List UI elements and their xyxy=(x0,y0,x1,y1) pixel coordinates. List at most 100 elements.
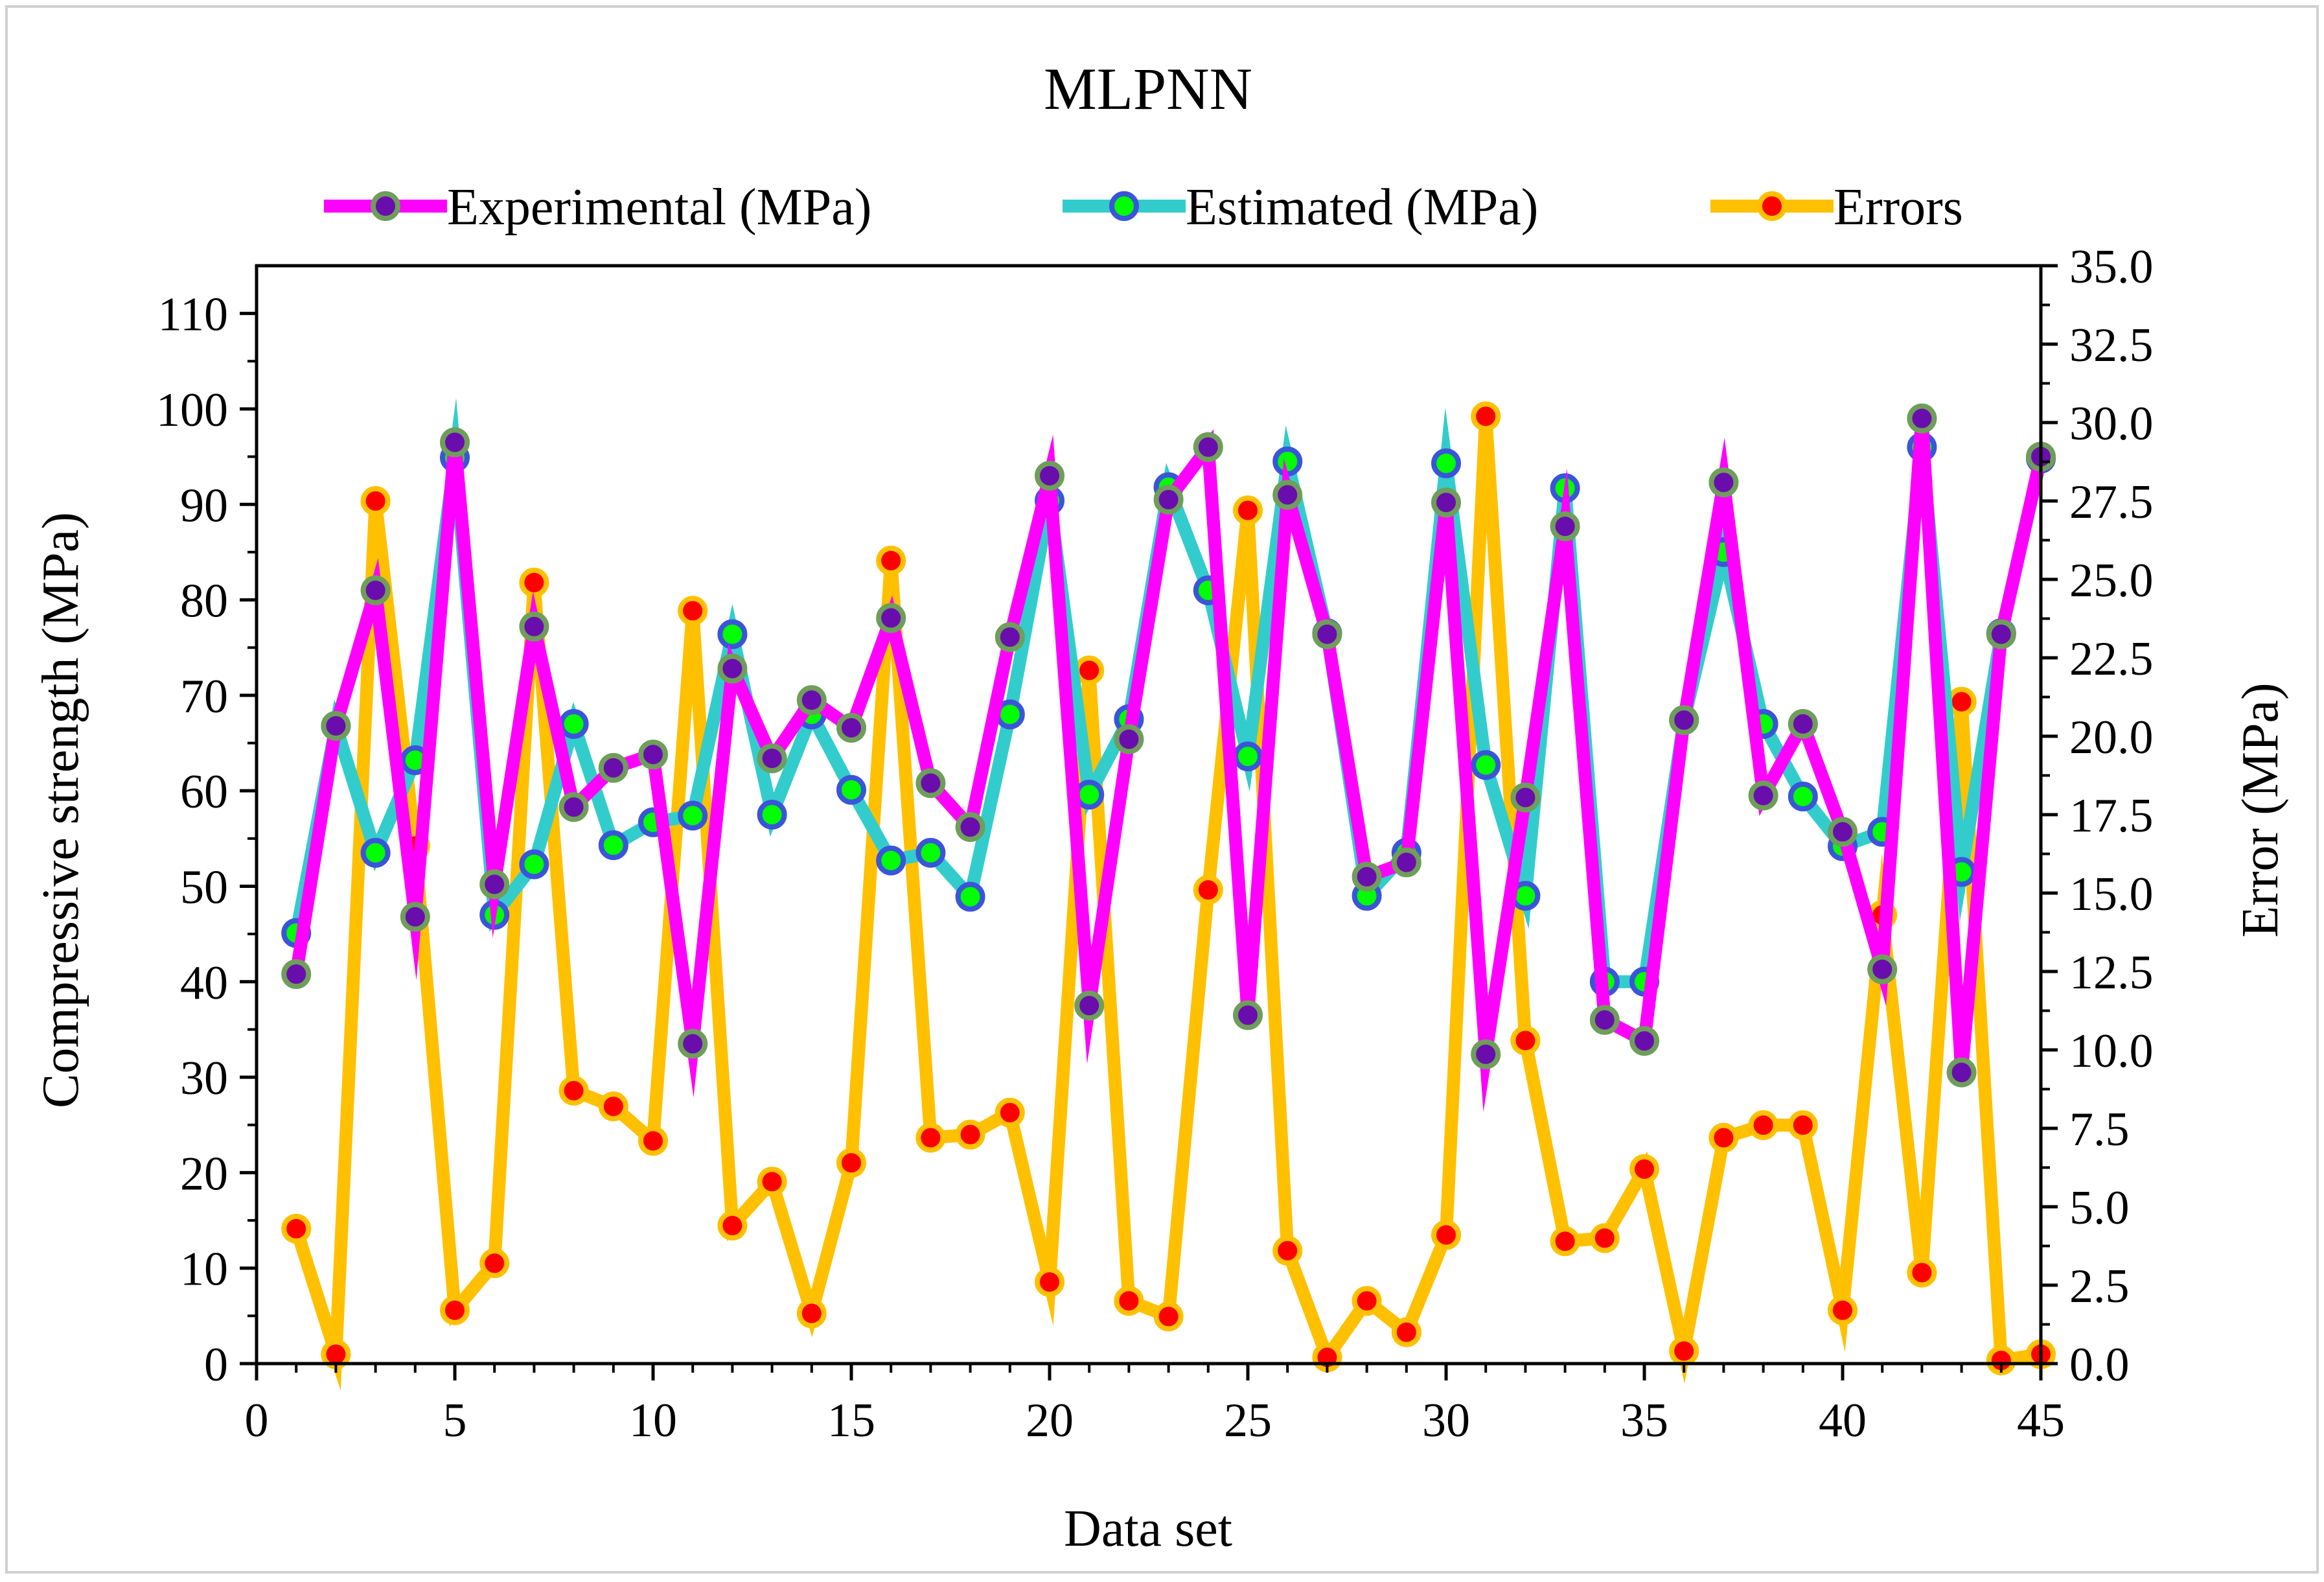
data-point-errors xyxy=(678,596,708,626)
data-point-experimental-mpa xyxy=(1550,511,1580,542)
data-point-estimated-mpa xyxy=(519,849,549,879)
data-point-experimental-mpa xyxy=(1471,1039,1501,1069)
legend-item-errors: Errors xyxy=(1710,179,1963,236)
chart-frame xyxy=(5,5,2319,1574)
data-point-errors xyxy=(1391,1317,1421,1347)
legend-label: Experimental (MPa) xyxy=(447,179,871,236)
data-point-experimental-mpa xyxy=(1907,403,1937,434)
y-right-tick-label: 32.5 xyxy=(2069,319,2154,372)
y-right-tick-label: 35.0 xyxy=(2069,240,2154,294)
y-axis-right-title: Error (MPa) xyxy=(2232,682,2289,937)
y-right-tick-label: 25.0 xyxy=(2069,554,2154,607)
data-point-errors xyxy=(876,545,906,576)
legend-item-estimated-mpa: Estimated (MPa) xyxy=(1063,179,1538,236)
data-point-errors xyxy=(479,1248,510,1279)
chart-title: MLPNN xyxy=(1044,56,1252,122)
y-tick-label: 110 xyxy=(158,288,228,342)
data-point-experimental-mpa xyxy=(955,812,985,843)
y-tick-label: 60 xyxy=(180,765,228,819)
data-point-errors xyxy=(1589,1223,1620,1253)
data-point-errors xyxy=(1035,1267,1064,1297)
x-tick-label: 20 xyxy=(1026,1394,1074,1447)
data-point-errors xyxy=(796,1298,827,1329)
data-point-experimental-mpa xyxy=(1074,990,1105,1021)
data-point-experimental-mpa xyxy=(519,611,549,642)
data-point-estimated-mpa xyxy=(678,800,708,831)
y-tick-label: 40 xyxy=(180,957,228,1010)
y-right-tick-label: 27.5 xyxy=(2069,476,2154,529)
y-tick-label: 50 xyxy=(180,861,228,914)
data-point-experimental-mpa xyxy=(757,743,787,774)
data-point-errors xyxy=(638,1126,668,1156)
data-point-errors xyxy=(1153,1301,1184,1332)
data-point-errors xyxy=(1708,1123,1739,1153)
data-point-estimated-mpa xyxy=(598,830,628,861)
legend-item-experimental-mpa: Experimental (MPa) xyxy=(324,179,871,236)
data-point-experimental-mpa xyxy=(638,739,668,770)
data-point-errors xyxy=(519,567,549,598)
data-point-experimental-mpa xyxy=(1153,484,1184,515)
data-point-experimental-mpa xyxy=(1510,782,1541,813)
data-point-experimental-mpa xyxy=(1272,480,1303,510)
data-point-estimated-mpa xyxy=(360,837,391,868)
data-point-estimated-mpa xyxy=(1272,446,1303,476)
y-right-tick-label: 30.0 xyxy=(2069,397,2154,450)
y-tick-label: 70 xyxy=(180,670,228,723)
y-tick-label: 0 xyxy=(204,1338,228,1391)
axes-layer: 0 5 10 15 20 25 30 35 40 45 0 10 20 30 40 50 60 70 80 90 100… xyxy=(156,240,2154,1447)
data-point-experimental-mpa xyxy=(479,869,510,900)
data-point-errors xyxy=(1669,1336,1699,1366)
data-point-estimated-mpa xyxy=(717,619,748,649)
data-point-experimental-mpa xyxy=(836,712,866,743)
data-point-errors xyxy=(1550,1226,1580,1257)
data-point-experimental-mpa xyxy=(915,768,946,798)
data-point-experimental-mpa xyxy=(796,685,827,715)
data-point-errors xyxy=(1629,1154,1659,1184)
data-point-errors xyxy=(1986,1345,2016,1376)
y-right-tick-label: 0.0 xyxy=(2069,1338,2130,1391)
data-point-estimated-mpa xyxy=(1431,448,1461,478)
y-right-tick-label: 10.0 xyxy=(2069,1025,2154,1078)
y-right-tick-label: 20.0 xyxy=(2069,711,2154,764)
data-point-errors xyxy=(836,1148,866,1178)
y-right-tick-label: 17.5 xyxy=(2069,789,2154,843)
data-point-experimental-mpa xyxy=(440,427,470,458)
data-point-experimental-mpa xyxy=(1035,461,1064,491)
data-point-estimated-mpa xyxy=(915,837,946,868)
data-point-experimental-mpa xyxy=(1748,780,1778,811)
series-experimental-mpa xyxy=(281,403,2056,1112)
y-right-tick-label: 22.5 xyxy=(2069,633,2154,686)
data-point-experimental-mpa xyxy=(1946,1057,1977,1088)
y-right-tick-label: 15.0 xyxy=(2069,868,2154,921)
data-point-experimental-mpa xyxy=(400,902,430,932)
data-point-experimental-mpa xyxy=(1629,1026,1659,1056)
data-point-errors xyxy=(1352,1286,1382,1316)
data-point-errors xyxy=(1431,1220,1461,1250)
data-point-estimated-mpa xyxy=(558,709,589,739)
data-point-estimated-mpa xyxy=(757,800,787,830)
data-point-errors xyxy=(1907,1257,1937,1288)
data-point-errors xyxy=(1748,1110,1778,1141)
data-point-errors xyxy=(915,1123,946,1153)
data-point-experimental-mpa xyxy=(1708,467,1739,498)
series-errors xyxy=(281,401,2056,1391)
data-point-experimental-mpa xyxy=(1589,1005,1620,1035)
data-point-estimated-mpa xyxy=(1788,782,1818,812)
data-point-errors xyxy=(1510,1025,1541,1056)
legend-swatch-marker xyxy=(1109,191,1139,221)
x-tick-label: 35 xyxy=(1620,1394,1668,1447)
data-point-estimated-mpa xyxy=(836,774,866,805)
legend-swatch-marker xyxy=(371,191,400,221)
data-point-experimental-mpa xyxy=(1431,487,1461,518)
data-point-experimental-mpa xyxy=(1193,432,1223,462)
data-point-experimental-mpa xyxy=(360,575,391,605)
y-tick-label: 90 xyxy=(180,479,228,532)
data-point-estimated-mpa xyxy=(955,881,985,912)
data-point-errors xyxy=(1788,1110,1818,1141)
data-point-errors xyxy=(1828,1295,1858,1325)
x-tick-label: 45 xyxy=(2017,1394,2065,1447)
data-point-experimental-mpa xyxy=(1669,705,1699,736)
legend-swatch-marker xyxy=(1757,191,1787,221)
